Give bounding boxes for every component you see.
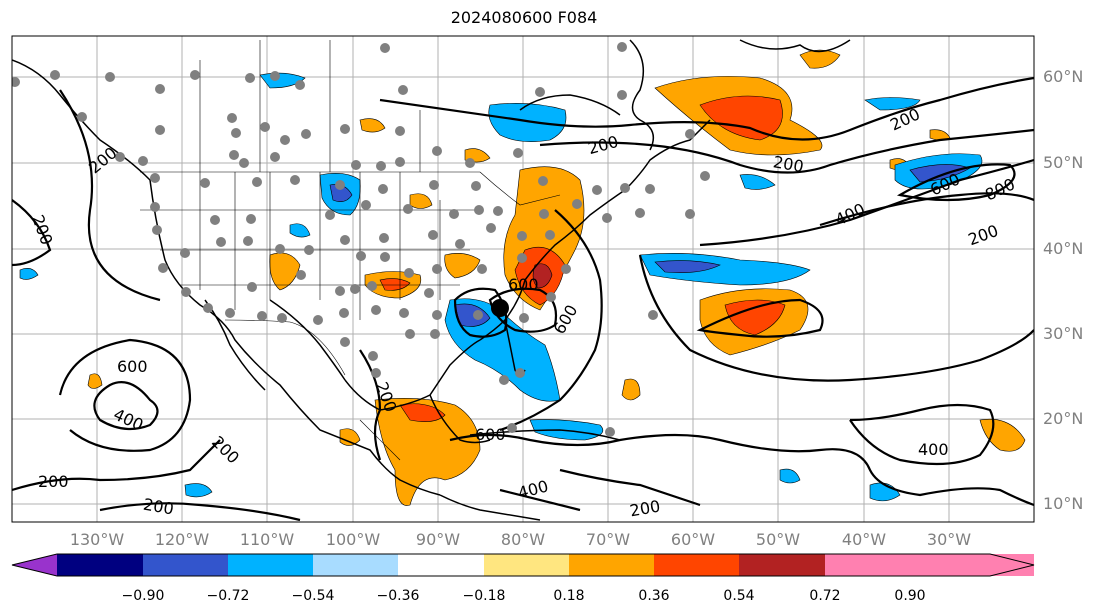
colorbar-tick-neg-0-54: −0.54: [291, 588, 335, 604]
lon-label-120w: 120°W: [154, 530, 210, 549]
colorbar-tick-neg-0-18: −0.18: [462, 588, 506, 604]
lat-label-30n: 30°N: [1043, 324, 1084, 343]
colorbar-segment-7: [569, 554, 654, 576]
colorbar-segment-3: [228, 554, 313, 576]
svg-text:600: 600: [117, 357, 148, 376]
lon-label-90w: 90°W: [415, 530, 461, 549]
lon-label-30w: 30°W: [926, 530, 972, 549]
colorbar-segment-0: [12, 554, 57, 576]
svg-text:200: 200: [38, 472, 69, 491]
lon-label-80w: 80°W: [500, 530, 546, 549]
colorbar: [11, 553, 1035, 577]
lon-label-110w: 110°W: [239, 530, 295, 549]
lon-label-130w: 130°W: [69, 530, 125, 549]
lon-label-100w: 100°W: [325, 530, 381, 549]
colorbar-tick-neg-0-72: −0.72: [206, 588, 250, 604]
lon-label-70w: 70°W: [585, 530, 631, 549]
colorbar-tick-neg-0-36: −0.36: [376, 588, 420, 604]
colorbar-tick-0-72: 0.72: [809, 588, 841, 604]
shaded-field-positive: [87, 49, 1026, 506]
lat-label-50n: 50°N: [1043, 153, 1084, 172]
coastlines: [12, 39, 851, 521]
height-contours: [12, 76, 1034, 522]
lat-label-40n: 40°N: [1043, 239, 1084, 258]
lon-label-50w: 50°W: [755, 530, 801, 549]
colorbar-segment-4: [313, 554, 398, 576]
map-frame: [11, 35, 1035, 523]
lon-label-40w: 40°W: [841, 530, 887, 549]
colorbar-segment-8: [654, 554, 739, 576]
gridlines: [12, 36, 1034, 522]
colorbar-tick-0-36: 0.36: [638, 588, 670, 604]
colorbar-tick-0-90: 0.90: [894, 588, 926, 604]
svg-text:600: 600: [475, 425, 506, 444]
colorbar-segment-5: [398, 554, 484, 576]
lon-label-60w: 60°W: [670, 530, 716, 549]
station-dots: [12, 42, 710, 437]
colorbar-tick-neg-0-90: −0.90: [121, 588, 165, 604]
lat-label-20n: 20°N: [1043, 409, 1084, 428]
colorbar-segment-2: [143, 554, 228, 576]
colorbar-tick-0-18: 0.18: [553, 588, 585, 604]
colorbar-tick-0-54: 0.54: [723, 588, 755, 604]
lat-label-10n: 10°N: [1043, 494, 1084, 513]
colorbar-segment-6: [484, 554, 569, 576]
lat-label-60n: 60°N: [1043, 67, 1084, 86]
svg-text:600: 600: [508, 275, 539, 294]
map-title: 2024080600 F084: [450, 8, 598, 27]
cyclone-marker: [491, 299, 509, 317]
colorbar-segment-9: [739, 554, 825, 576]
colorbar-segment-1: [57, 554, 143, 576]
colorbar-segment-10: [825, 554, 1034, 576]
colorbar-outline: [11, 553, 1035, 577]
political-borders: [140, 40, 561, 461]
svg-text:400: 400: [918, 440, 949, 459]
